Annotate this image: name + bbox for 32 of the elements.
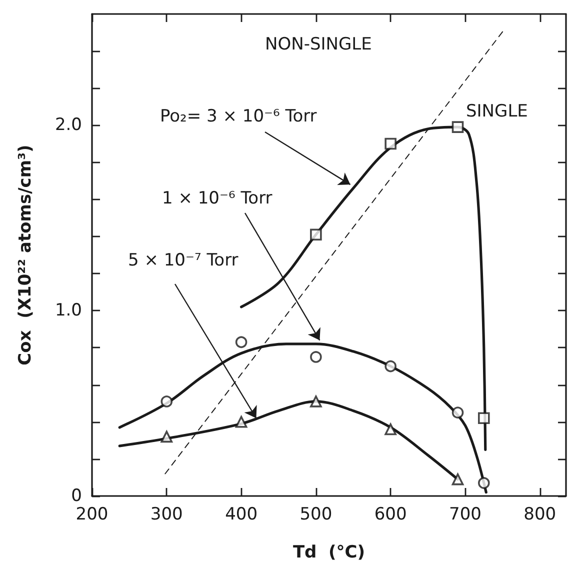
point bbox=[452, 406, 464, 418]
point bbox=[160, 430, 173, 443]
y-tick-label: 1.0 bbox=[54, 300, 82, 321]
point bbox=[452, 121, 464, 133]
point bbox=[452, 473, 464, 486]
point bbox=[384, 360, 396, 372]
y-tick-label: 0 bbox=[71, 486, 82, 506]
x-axis-title: Td (°C) bbox=[292, 542, 366, 562]
point bbox=[384, 138, 396, 150]
x-tick-label: 500 bbox=[300, 504, 332, 524]
point bbox=[310, 351, 322, 363]
x-tick-label: 300 bbox=[150, 504, 183, 524]
x-tick-label: 200 bbox=[76, 504, 108, 524]
point bbox=[310, 228, 322, 241]
y-tick-label: 2.0 bbox=[54, 115, 82, 136]
point bbox=[478, 412, 490, 424]
point bbox=[160, 396, 173, 408]
x-tick-label: 800 bbox=[524, 504, 556, 524]
annotation: 5 × 10⁻⁷ Torr bbox=[128, 250, 238, 270]
x-tick-label: 400 bbox=[225, 504, 258, 524]
annotation: NON-SINGLE bbox=[265, 34, 372, 54]
x-tick-label: 700 bbox=[449, 504, 482, 524]
point bbox=[235, 416, 248, 428]
annotation: SINGLE bbox=[466, 102, 528, 122]
annotation: 1 × 10⁻⁶ Torr bbox=[162, 188, 272, 208]
point bbox=[235, 336, 248, 348]
point bbox=[310, 396, 322, 408]
annotation: Po₂= 3 × 10⁻⁶ Torr bbox=[160, 106, 317, 126]
point bbox=[478, 477, 490, 489]
y-axis-title: Cox (X10²² atoms/cm³) bbox=[16, 144, 36, 366]
x-tick-label: 600 bbox=[374, 504, 407, 524]
point bbox=[384, 423, 396, 436]
